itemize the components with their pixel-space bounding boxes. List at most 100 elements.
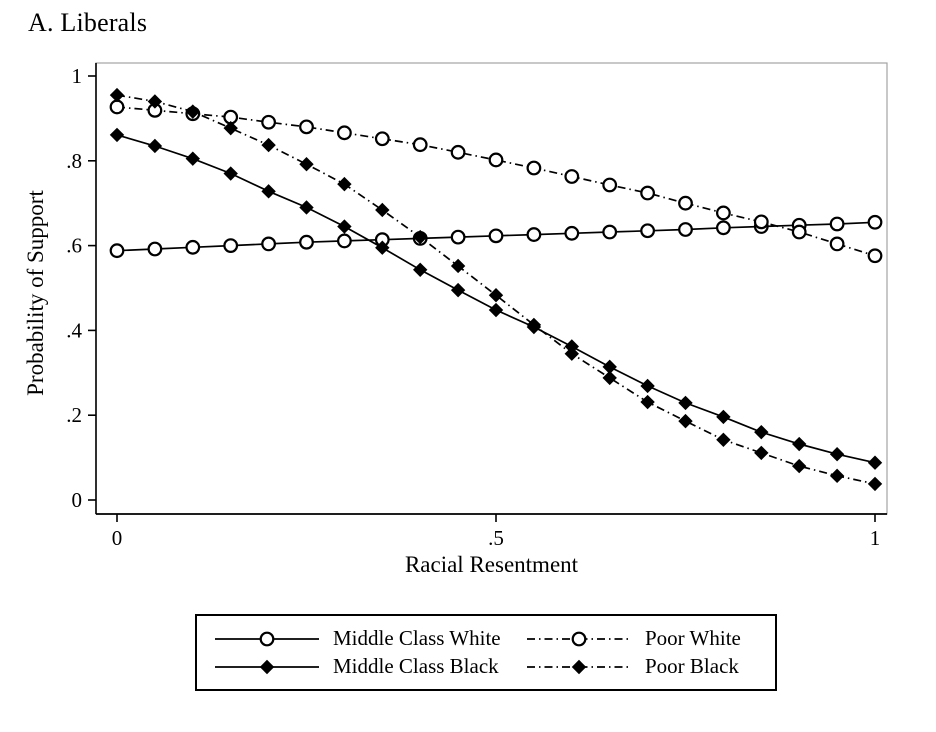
poor-black-line-sample-icon bbox=[527, 659, 631, 674]
series-line-poor-white bbox=[116, 106, 876, 257]
data-point bbox=[602, 359, 617, 375]
data-point bbox=[185, 104, 200, 119]
legend-label: Middle Class White bbox=[333, 626, 501, 650]
data-point bbox=[526, 317, 542, 333]
series-markers-poor-black bbox=[109, 87, 883, 492]
y-tick-label: .2 bbox=[66, 403, 82, 427]
data-point bbox=[792, 458, 807, 474]
data-point bbox=[223, 120, 238, 136]
data-point bbox=[147, 94, 163, 109]
data-point bbox=[716, 432, 731, 447]
data-point bbox=[450, 144, 466, 160]
data-point bbox=[640, 394, 655, 410]
y-tick-label: 1 bbox=[72, 64, 83, 88]
data-point bbox=[223, 166, 238, 181]
data-point bbox=[261, 184, 276, 199]
data-point bbox=[299, 200, 314, 215]
data-point bbox=[829, 216, 845, 232]
data-point bbox=[564, 339, 579, 354]
data-point bbox=[450, 282, 466, 298]
plot-area: 0 .2 .4 .6 .8 1 0 .5 1 bbox=[66, 62, 888, 550]
middle-class-black-line-sample-icon bbox=[215, 659, 319, 674]
data-point bbox=[413, 229, 428, 245]
data-point bbox=[259, 631, 275, 646]
data-point bbox=[488, 152, 504, 168]
poor-white-line-sample-icon bbox=[527, 631, 631, 646]
data-point bbox=[109, 243, 125, 259]
data-point bbox=[109, 127, 125, 143]
data-point bbox=[571, 659, 587, 674]
data-point bbox=[678, 413, 693, 429]
data-point bbox=[792, 436, 807, 452]
y-tick-label: 0 bbox=[72, 488, 83, 512]
data-point bbox=[602, 370, 617, 386]
data-point bbox=[488, 288, 504, 303]
x-tick-label: 0 bbox=[112, 526, 123, 550]
data-point bbox=[412, 137, 428, 153]
data-point bbox=[488, 302, 504, 318]
y-tick-label: .6 bbox=[66, 234, 82, 258]
data-point bbox=[299, 234, 314, 250]
series-line-poor-black bbox=[116, 94, 876, 485]
data-point bbox=[829, 447, 845, 462]
data-point bbox=[753, 214, 769, 230]
data-point bbox=[571, 631, 587, 646]
data-point bbox=[337, 233, 352, 249]
y-axis-title: Probability of Support bbox=[23, 190, 48, 396]
y-tick-label: .4 bbox=[66, 318, 82, 342]
data-point bbox=[829, 236, 845, 252]
data-point bbox=[374, 131, 390, 147]
data-point bbox=[602, 224, 618, 240]
legend-label: Poor White bbox=[645, 626, 741, 650]
data-point bbox=[640, 378, 655, 394]
data-point bbox=[299, 156, 314, 172]
data-point bbox=[109, 99, 125, 115]
middle-class-white-line-sample-icon bbox=[215, 631, 319, 646]
data-point bbox=[261, 137, 276, 153]
data-point bbox=[299, 119, 314, 135]
x-tick-label: 1 bbox=[870, 526, 881, 550]
x-tick-label: .5 bbox=[488, 526, 504, 550]
series-markers-middle-class-black bbox=[109, 127, 883, 470]
data-point bbox=[337, 219, 352, 234]
data-point bbox=[259, 659, 275, 674]
x-axis-title: Racial Resentment bbox=[404, 552, 579, 577]
data-point bbox=[450, 258, 466, 274]
legend-item-middle-class-black: Middle Class Black bbox=[213, 654, 525, 679]
data-point bbox=[678, 195, 693, 211]
legend-box: Middle Class White Poor White Middle Cla… bbox=[195, 614, 777, 691]
data-point bbox=[640, 185, 655, 201]
data-point bbox=[564, 346, 579, 361]
data-point bbox=[526, 227, 542, 242]
data-point bbox=[450, 229, 466, 245]
data-point bbox=[375, 202, 390, 218]
data-point bbox=[337, 125, 352, 141]
data-point bbox=[867, 248, 883, 264]
data-point bbox=[223, 238, 239, 254]
data-point bbox=[754, 424, 769, 440]
data-point bbox=[564, 169, 580, 184]
data-point bbox=[754, 445, 769, 461]
series-markers-middle-class-white bbox=[109, 214, 883, 259]
panel-title: A. Liberals bbox=[28, 8, 148, 37]
data-point bbox=[678, 222, 693, 237]
data-point bbox=[867, 476, 883, 492]
data-point bbox=[109, 87, 125, 103]
legend-label: Middle Class Black bbox=[333, 654, 499, 678]
data-point bbox=[147, 138, 163, 154]
series-markers-poor-white bbox=[109, 99, 883, 264]
data-point bbox=[413, 262, 428, 277]
data-point bbox=[488, 228, 504, 244]
data-point bbox=[526, 160, 542, 176]
data-point bbox=[716, 205, 731, 221]
data-point bbox=[716, 220, 731, 236]
data-point bbox=[185, 239, 201, 255]
data-point bbox=[716, 409, 731, 425]
y-tick-label: .8 bbox=[66, 149, 82, 173]
legend-item-poor-black: Poor Black bbox=[525, 654, 775, 679]
data-point bbox=[261, 114, 277, 130]
data-point bbox=[375, 240, 390, 255]
data-point bbox=[640, 223, 655, 239]
data-point bbox=[337, 176, 352, 192]
